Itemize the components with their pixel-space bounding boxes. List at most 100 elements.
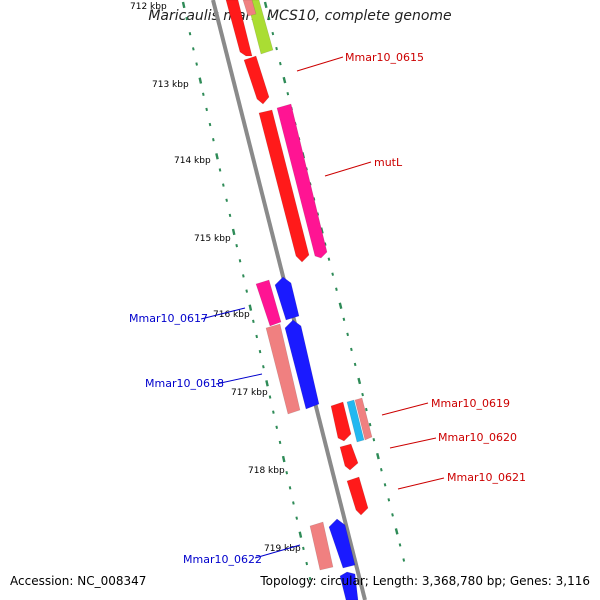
tick-mark	[205, 107, 208, 112]
tick-mark	[215, 153, 219, 160]
callout-line	[389, 437, 437, 449]
tick-mark	[255, 334, 258, 339]
tick-label-715: 715 kbp	[194, 234, 231, 244]
tick-mark	[327, 257, 331, 261]
tick-mark	[368, 422, 372, 427]
gene-feature	[258, 109, 310, 263]
tick-mark	[372, 437, 376, 442]
gene-label-mmar10-0617[interactable]: Mmar10_0617	[129, 312, 208, 325]
callout-line	[254, 544, 301, 559]
tick-mark	[286, 92, 290, 96]
gene-label-mmar10-0619[interactable]: Mmar10_0619	[431, 397, 510, 410]
callout-line	[381, 402, 429, 416]
genome-summary: Topology: circular; Length: 3,368,780 bp…	[260, 574, 590, 588]
tick-mark	[346, 332, 349, 337]
tick-mark	[365, 407, 368, 412]
tick-mark	[302, 546, 305, 551]
map-title: Maricaulis maris MCS10, complete genome	[148, 8, 452, 24]
accession-label: Accession: NC_008347	[10, 574, 147, 588]
tick-mark	[195, 62, 198, 66]
tick-label-717: 717 kbp	[231, 388, 268, 398]
tick-mark	[275, 46, 278, 51]
gene-label-mmar10-0622[interactable]: Mmar10_0622	[183, 553, 262, 566]
tick-mark	[342, 317, 346, 322]
tick-mark	[353, 362, 357, 367]
tick-mark	[305, 561, 309, 566]
gene-feature	[225, 0, 253, 57]
tick-mark	[402, 558, 406, 562]
tick-mark	[295, 516, 299, 520]
tick-mark	[323, 242, 327, 246]
tick-mark	[391, 513, 394, 517]
tick-mark	[181, 1, 186, 9]
tick-mark	[222, 183, 225, 187]
gene-label-mmar10-0618[interactable]: Mmar10_0618	[145, 377, 224, 390]
gene-label-mutl[interactable]: mutL	[374, 156, 403, 169]
gene-label-mmar10-0621[interactable]: Mmar10_0621	[447, 471, 526, 484]
tick-mark	[248, 304, 253, 311]
callout-line	[296, 56, 344, 72]
gene-feature	[309, 521, 334, 571]
tick-mark	[212, 138, 215, 142]
tick-mark	[331, 272, 335, 276]
tick-label-712: 712 kbp	[130, 2, 167, 12]
callout-line	[397, 477, 445, 490]
gene-feature	[242, 0, 257, 17]
gene-feature	[346, 476, 369, 516]
tick-mark	[275, 425, 279, 429]
tick-mark	[282, 76, 287, 84]
callout-line	[324, 161, 372, 177]
tick-label-719: 719 kbp	[264, 544, 301, 554]
tick-mark	[188, 32, 192, 36]
tick-mark	[245, 289, 248, 293]
tick-mark	[271, 31, 275, 36]
tick-mark	[383, 483, 387, 487]
tick-mark	[185, 16, 188, 21]
tick-mark	[319, 227, 324, 234]
gene-feature	[284, 319, 320, 410]
tick-mark	[235, 243, 238, 248]
tick-mark	[350, 347, 353, 352]
tick-mark	[263, 1, 268, 9]
gene-label-mmar10-0615[interactable]: Mmar10_0615	[345, 51, 424, 64]
tick-mark	[308, 576, 312, 581]
gene-label-mmar10-0620[interactable]: Mmar10_0620	[438, 431, 517, 444]
tick-label-718: 718 kbp	[248, 466, 285, 476]
tick-mark	[192, 47, 195, 51]
tick-mark	[278, 440, 282, 445]
gene-feature	[330, 401, 352, 442]
tick-mark	[258, 349, 262, 354]
tick-mark	[225, 198, 228, 202]
tick-mark	[357, 377, 362, 385]
tick-mark	[292, 501, 295, 505]
gene-feature	[339, 571, 359, 600]
tick-mark	[272, 410, 275, 414]
tick-mark	[268, 395, 272, 399]
tick-track	[181, 1, 312, 581]
tick-mark	[267, 16, 271, 21]
gene-feature	[265, 323, 301, 415]
callout-line	[200, 307, 246, 320]
tick-mark	[361, 392, 364, 397]
tick-mark	[231, 228, 236, 236]
tick-mark	[335, 287, 338, 291]
tick-label-714: 714 kbp	[174, 156, 211, 166]
tick-mark	[202, 92, 205, 96]
tick-mark	[262, 365, 265, 369]
tick-mark	[285, 471, 289, 475]
gene-feature	[243, 55, 270, 105]
callout-line	[215, 373, 263, 385]
gene-feature	[276, 103, 328, 259]
tick-mark	[281, 455, 286, 463]
tick-mark	[218, 168, 222, 172]
tick-mark	[252, 319, 255, 324]
gene-feature	[274, 276, 300, 321]
gene-feature	[328, 518, 356, 569]
gene-feature	[339, 443, 359, 471]
tick-mark	[298, 531, 303, 538]
tick-mark	[198, 77, 203, 84]
tick-label-713: 713 kbp	[152, 80, 189, 90]
tick-mark	[242, 274, 245, 278]
